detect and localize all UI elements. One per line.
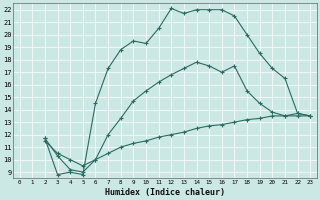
X-axis label: Humidex (Indice chaleur): Humidex (Indice chaleur) [105,188,225,197]
